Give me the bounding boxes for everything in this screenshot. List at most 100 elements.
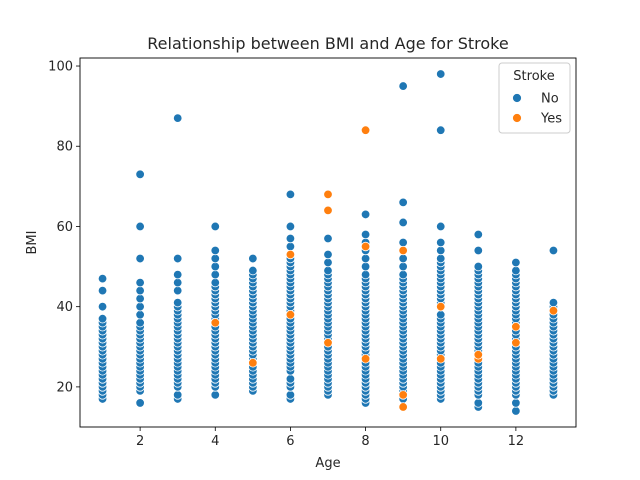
point-no [511,398,521,408]
point-no [248,253,258,264]
point-no [398,237,408,248]
point-no [398,217,408,228]
point-no [135,169,145,180]
point-no [135,293,145,304]
point-no [97,314,108,324]
point-no [473,229,484,240]
point-yes [436,301,446,312]
point-yes [248,358,258,368]
point-yes [398,245,408,256]
point-no [210,269,220,280]
point-no [172,297,183,308]
x-tick-label: 2 [136,434,144,449]
point-no [135,285,145,296]
x-tick-label: 8 [361,434,369,449]
point-no [135,277,145,288]
point-no [398,253,408,264]
point-no [511,265,521,276]
y-axis-label: BMI [25,231,40,255]
point-no [97,285,108,296]
point-no [135,398,145,408]
point-no [210,261,220,272]
point-no [172,113,183,123]
point-yes [323,338,333,348]
point-no [511,406,521,416]
point-no [285,390,296,400]
point-no [398,197,408,208]
point-no [172,253,183,264]
point-no [360,269,371,280]
point-yes [323,205,333,216]
point-no [511,257,521,268]
point-no [97,273,108,284]
point-no [436,237,446,248]
plot-frame [79,57,577,428]
chart-title: Relationship between BMI and Age for Str… [147,34,508,53]
x-axis-label: Age [315,456,340,471]
y-tick-label: 40 [56,300,73,315]
point-no [436,221,446,232]
point-yes [511,338,521,348]
point-no [285,241,296,252]
point-yes [360,125,371,135]
point-no [398,261,408,272]
point-no [436,253,446,264]
point-no [473,245,484,256]
y-tick-label: 100 [48,60,73,75]
point-no [172,277,183,288]
point-yes [436,354,446,364]
point-yes [511,322,521,332]
point-no [97,301,108,312]
point-no [285,189,296,200]
point-no [210,221,220,232]
point-no [323,249,333,260]
point-no [172,285,183,296]
point-no [436,125,446,135]
point-no [285,233,296,244]
legend: Stroke No Yes [498,62,571,134]
point-no [360,229,371,240]
point-yes [360,354,371,364]
legend-title: Stroke [513,69,554,84]
point-no [135,310,145,320]
legend-marker-no [512,93,522,103]
point-no [323,265,333,276]
x-axis: 2 4 6 8 10 12 [136,427,524,449]
point-no [436,310,446,320]
point-no [436,245,446,256]
point-no [398,81,408,91]
point-no [436,69,446,79]
x-tick-label: 4 [211,434,219,449]
point-yes [360,241,371,252]
point-no [135,318,145,328]
legend-marker-yes [512,113,522,123]
point-no [360,253,371,264]
point-no [548,245,559,256]
point-yes [473,350,484,360]
legend-label-no: No [541,92,559,107]
point-no [323,257,333,268]
point-no [473,261,484,272]
point-yes [285,310,296,320]
series-yes [210,125,559,412]
point-no [398,269,408,280]
x-tick-label: 12 [508,434,525,449]
point-yes [210,318,220,328]
point-no [248,265,258,276]
point-yes [548,305,559,316]
point-no [210,245,220,256]
point-no [135,301,145,312]
point-yes [398,390,408,400]
y-tick-label: 60 [56,220,73,235]
series-no [97,69,559,416]
x-tick-label: 10 [432,434,449,449]
point-no [135,253,145,264]
y-tick-label: 80 [56,140,73,155]
point-no [360,209,371,220]
points-layer [97,69,559,416]
point-no [172,390,183,400]
point-no [360,261,371,272]
point-no [323,233,333,244]
point-yes [285,249,296,260]
